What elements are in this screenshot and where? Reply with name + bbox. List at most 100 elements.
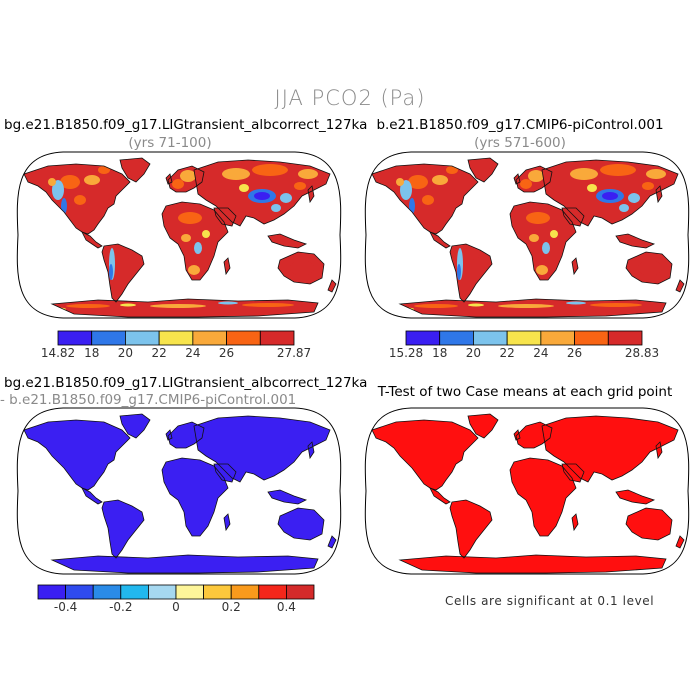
coastline-northAmerica (371, 163, 479, 235)
coastline-japan (307, 185, 315, 204)
landmass-arabia (214, 464, 236, 482)
colorbar-label: 0.2 (221, 600, 241, 614)
value-patch-antarctica (150, 304, 206, 308)
colorbar-swatch (473, 330, 508, 346)
value-patch-antarctica (66, 304, 110, 308)
colorbar-swatch (226, 330, 261, 346)
colorbar-label: 22 (499, 346, 515, 360)
coastline-centralAmerica (429, 231, 451, 249)
panel-3-subtitle: - b.e21.B1850.f09_g17.CMIP6-piControl.00… (0, 392, 297, 408)
colorbar-label: 28.83 (624, 346, 660, 360)
coastline-australia (625, 251, 673, 285)
coastline-arabia (213, 463, 237, 483)
value-patch-southAmerica (457, 264, 461, 280)
coastline-europe (167, 421, 205, 449)
coastline-japan (655, 185, 663, 204)
coastline-northAmerica (23, 163, 131, 235)
colorbar-label: 18 (432, 346, 448, 360)
coastline-southAmerica (449, 243, 493, 303)
landmass-southAmerica (102, 500, 144, 558)
landmass-indonesia (616, 490, 654, 504)
panel-3-title: bg.e21.B1850.f09_g17.LIGtransient_albcor… (4, 375, 368, 391)
landmass-antarctica (52, 555, 318, 573)
landmass-centralAmerica (82, 488, 102, 504)
coastline-southAmerica (101, 499, 145, 559)
map-boundary (364, 151, 690, 319)
value-patch-africa (542, 242, 550, 254)
value-patch-europe (180, 170, 196, 182)
value-patch-asia (570, 168, 598, 180)
value-patch-southAmerica (112, 248, 132, 260)
colorbar-label: 18 (84, 346, 100, 360)
coastline-greenland (119, 413, 151, 439)
value-patch-asia (280, 193, 292, 203)
value-patch-africa (550, 230, 558, 238)
colorbar-swatch (439, 330, 474, 346)
value-patch-northAmerica (98, 166, 110, 174)
value-patch-asia (587, 184, 597, 192)
coastline-africa (509, 457, 577, 537)
value-patch-africa (194, 242, 202, 254)
coastline-indonesia (267, 489, 308, 505)
coastline-asia (541, 159, 679, 227)
colorbar-swatch (91, 330, 126, 346)
coastline-africa (161, 457, 229, 537)
landmass-africa (162, 458, 228, 536)
coastline-japan (655, 441, 663, 460)
coastline-europe (515, 421, 553, 449)
value-patch-antarctica (468, 303, 484, 307)
value-patch-africa (181, 234, 191, 242)
value-patch-northAmerica (74, 195, 86, 205)
value-patch-europe (528, 170, 544, 182)
coastline-arabia (213, 207, 237, 227)
colorbar-label: -0.2 (109, 600, 133, 614)
coastline-northAmerica (23, 419, 131, 491)
colorbar-swatch (258, 584, 287, 600)
panel-4-map (364, 407, 690, 575)
landmass-centralAmerica (82, 232, 102, 248)
landmass-newZealand (328, 280, 336, 292)
colorbar-swatch (259, 330, 295, 346)
colorbar-swatch (285, 584, 315, 600)
coastline-uk (165, 173, 173, 185)
value-patch-northAmerica (422, 195, 434, 205)
coastline-antarctica (398, 298, 667, 318)
colorbar-swatch (158, 330, 194, 346)
coastline-southAmerica (449, 499, 493, 559)
coastline-uk (513, 429, 521, 441)
panel-1-colorbar (57, 330, 295, 346)
coastline-madagascar (223, 513, 231, 532)
coastline-madagascar (571, 513, 579, 532)
coastline-indonesia (267, 233, 308, 249)
value-patch-antarctica (414, 304, 458, 308)
coastline-japan (307, 441, 315, 460)
coastline-africa (509, 201, 577, 281)
colorbar-label: 0.4 (276, 600, 296, 614)
value-patch-asia (271, 204, 281, 212)
coastline-southAmerica (101, 243, 145, 303)
coastline-uk (513, 173, 521, 185)
panel-3-map (16, 407, 342, 575)
value-patch-africa (202, 230, 210, 238)
panel-4-title: T-Test of two Case means at each grid po… (377, 384, 673, 400)
colorbar-swatch (506, 330, 542, 346)
panel-2-subtitle: (yrs 571-600) (474, 135, 566, 151)
landmass-africa (162, 202, 228, 280)
landmass-greenland (468, 414, 498, 438)
landmass-southAmerica (450, 500, 492, 558)
coastline-australia (625, 507, 673, 541)
colorbar-swatch (57, 330, 93, 346)
value-patch-northAmerica (400, 180, 412, 200)
panel-3-colorbar (37, 584, 315, 600)
landmass-indonesia (268, 490, 306, 504)
value-patch-northAmerica (396, 178, 404, 186)
colorbar-swatch (148, 584, 177, 600)
coastline-africa (161, 201, 229, 281)
value-patch-asia (602, 192, 618, 200)
coastline-antarctica (50, 298, 319, 318)
coastline-newZealand (327, 535, 337, 549)
coastline-greenland (119, 157, 151, 183)
value-patch-southAmerica (460, 248, 480, 260)
panel-1-subtitle: (yrs 71-100) (128, 135, 212, 151)
colorbar-swatch (37, 584, 67, 600)
